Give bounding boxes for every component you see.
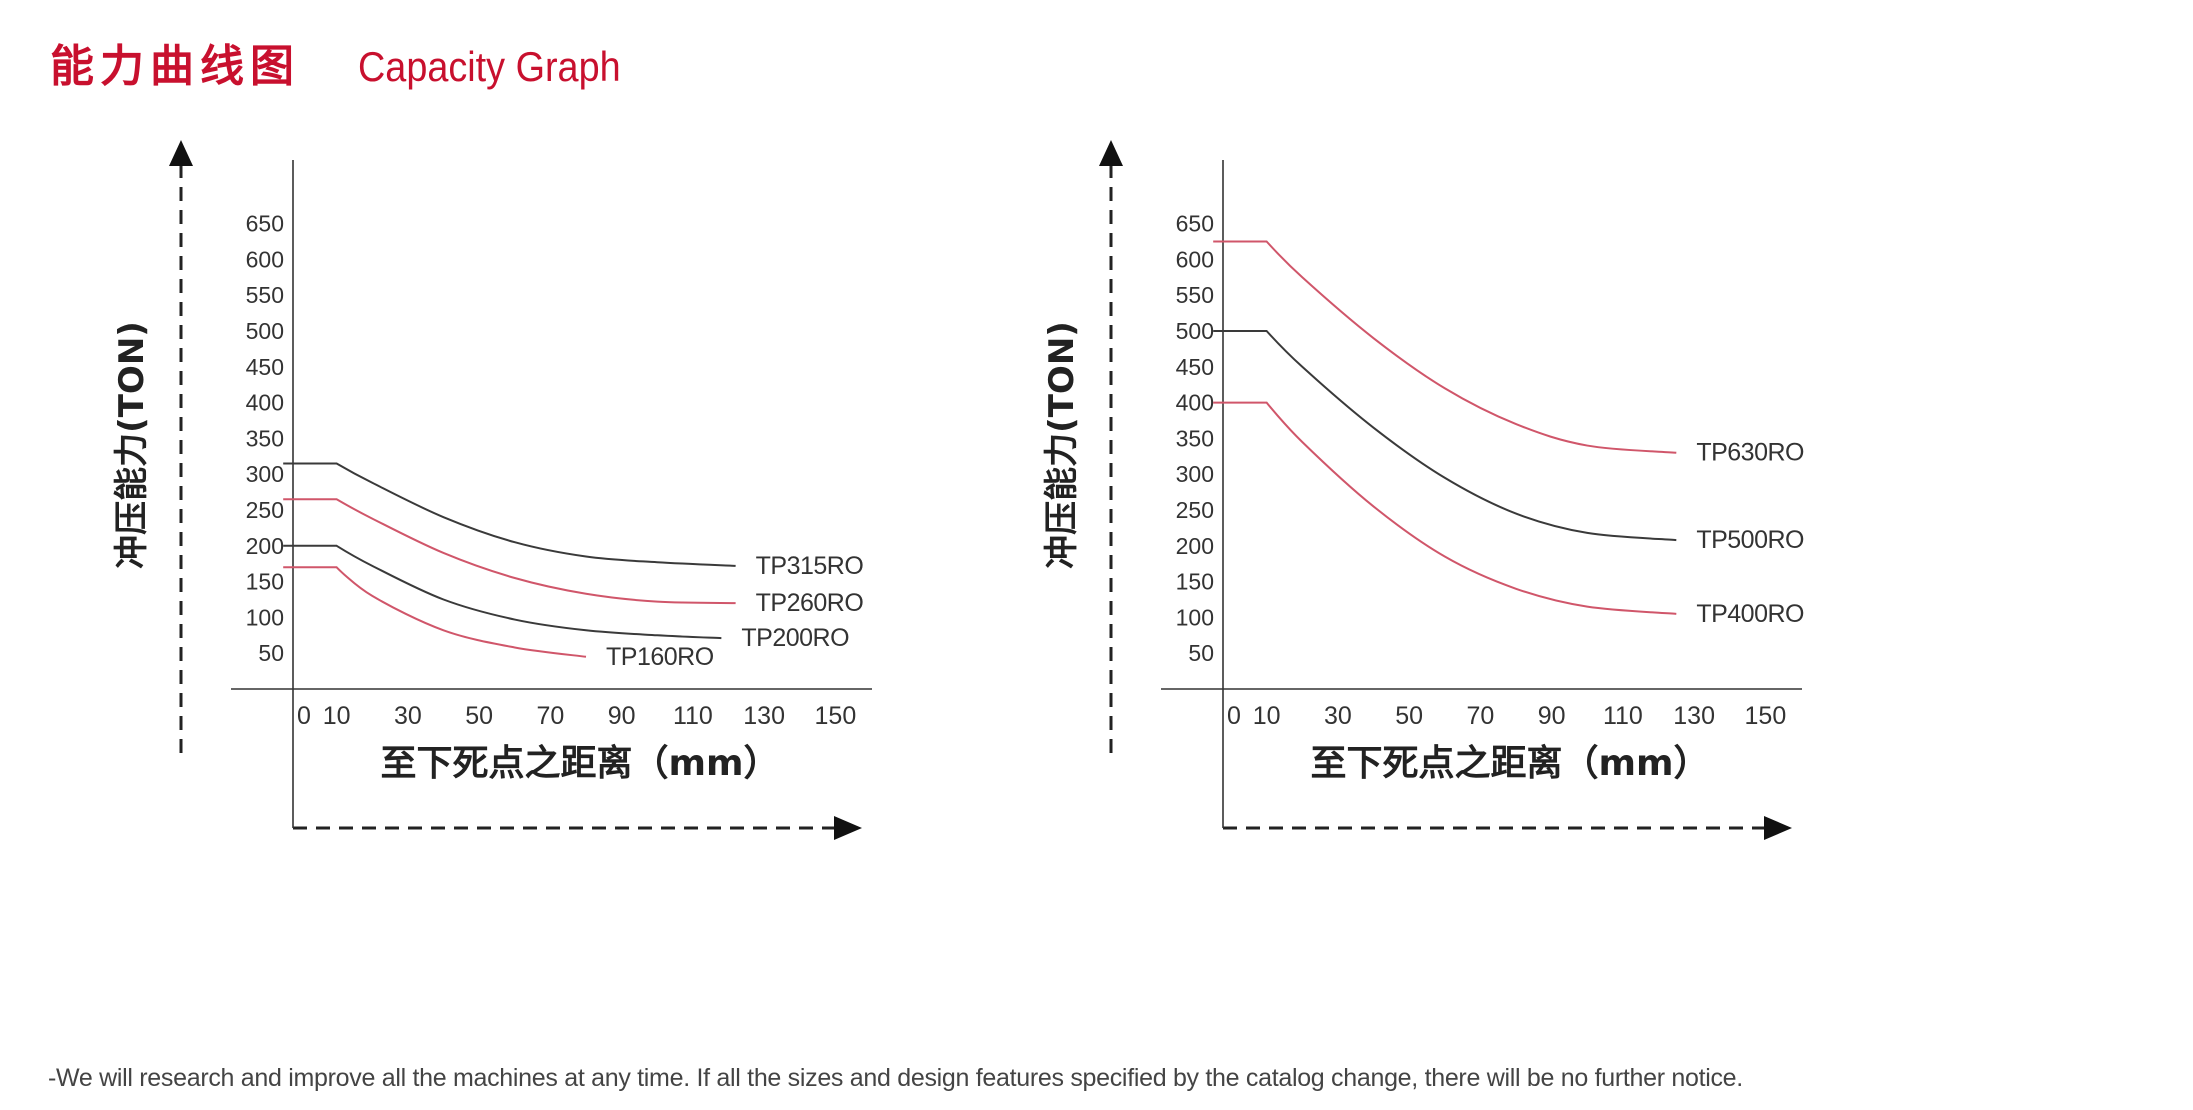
x-tick-label: 70	[1466, 702, 1494, 730]
y-arrowhead-icon	[1099, 140, 1123, 166]
heading-chinese: 能力曲线图	[50, 41, 300, 92]
heading-english: Capacity Graph	[358, 43, 621, 90]
y-tick-label: 350	[246, 425, 284, 451]
y-tick-label: 100	[1176, 604, 1214, 630]
x-tick-label: 110	[1603, 702, 1643, 730]
y-tick-label: 550	[1176, 282, 1214, 308]
y-tick-label: 50	[1188, 640, 1214, 666]
series-label-tp630ro: TP630RO	[1696, 439, 1804, 467]
y-tick-label: 150	[246, 569, 284, 595]
y-tick-label: 450	[1176, 354, 1214, 380]
y-tick-label: 150	[1176, 569, 1214, 595]
x-tick-label: 10	[1253, 702, 1281, 730]
y-tick-label: 300	[246, 461, 284, 487]
series-line-tp630ro	[1213, 240, 1677, 454]
y-tick-label: 500	[246, 318, 284, 344]
x-tick-label: 10	[323, 702, 351, 730]
y-tick-label: 500	[1176, 318, 1214, 344]
y-tick-label: 400	[246, 390, 284, 416]
x-tick-label: 70	[536, 702, 564, 730]
series-line-tp260ro	[283, 498, 736, 605]
x-arrowhead-icon	[1764, 816, 1792, 840]
y-tick-label: 600	[1176, 246, 1214, 272]
y-tick-label: 350	[1176, 425, 1214, 451]
series-label-tp400ro: TP400RO	[1696, 600, 1804, 628]
x-tick-label: 0	[1227, 702, 1241, 730]
x-tick-label: 50	[1395, 702, 1423, 730]
x-tick-label: 150	[815, 702, 857, 730]
y-tick-label: 450	[246, 354, 284, 380]
x-tick-label: 110	[673, 702, 713, 730]
catalog-footnote: -We will research and improve all the ma…	[48, 1064, 1743, 1092]
series-label-tp260ro: TP260RO	[756, 589, 864, 617]
y-tick-label: 400	[1176, 390, 1214, 416]
series-line-tp160ro	[283, 566, 587, 658]
x-tick-label: 90	[1538, 702, 1566, 730]
x-tick-label: 130	[743, 702, 785, 730]
x-tick-label: 30	[394, 702, 422, 730]
x-axis-label: 至下死点之距离（mm）	[380, 743, 779, 784]
series-label-tp200ro: TP200RO	[741, 624, 849, 652]
y-tick-label: 550	[246, 282, 284, 308]
y-tick-label: 200	[246, 533, 284, 559]
y-tick-label: 50	[258, 640, 284, 666]
x-arrowhead-icon	[834, 816, 862, 840]
y-tick-label: 300	[1176, 461, 1214, 487]
page-heading: 能力曲线图 Capacity Graph	[50, 30, 650, 94]
y-tick-label: 650	[246, 211, 284, 237]
series-line-tp500ro	[1213, 330, 1677, 542]
y-arrowhead-icon	[169, 140, 193, 166]
series-label-tp315ro: TP315RO	[756, 552, 864, 580]
y-axis-label: 冲压能力(TON)	[1042, 321, 1082, 569]
x-tick-label: 0	[297, 702, 311, 730]
y-tick-label: 250	[246, 497, 284, 523]
series-line-tp200ro	[283, 544, 722, 640]
x-axis-label: 至下死点之距离（mm）	[1310, 743, 1709, 784]
y-axis-label: 冲压能力(TON)	[112, 321, 152, 569]
x-tick-label: 130	[1673, 702, 1715, 730]
series-line-tp315ro	[283, 462, 736, 567]
y-tick-label: 650	[1176, 211, 1214, 237]
y-tick-label: 250	[1176, 497, 1214, 523]
y-tick-label: 200	[1176, 533, 1214, 559]
series-line-tp400ro	[1213, 401, 1677, 615]
y-tick-label: 100	[246, 604, 284, 630]
y-tick-label: 600	[246, 246, 284, 272]
x-tick-label: 150	[1745, 702, 1787, 730]
x-tick-label: 30	[1324, 702, 1352, 730]
x-tick-label: 90	[608, 702, 636, 730]
x-tick-label: 50	[465, 702, 493, 730]
series-label-tp500ro: TP500RO	[1696, 526, 1804, 554]
series-label-tp160ro: TP160RO	[606, 643, 714, 671]
